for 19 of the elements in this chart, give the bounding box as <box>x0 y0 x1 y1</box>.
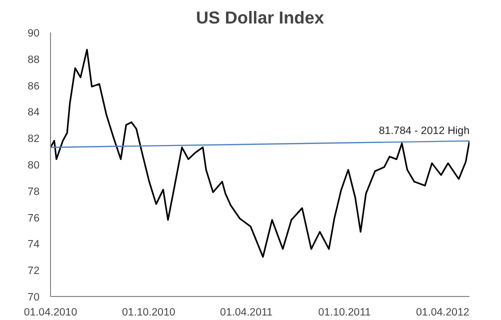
annotation: 81.784 - 2012 High <box>378 124 470 137</box>
y-tick-label: 86 <box>28 80 40 92</box>
x-tick-label: 01.04.2012 <box>416 306 470 318</box>
x-tick-label: 01.10.2011 <box>318 306 371 318</box>
y-tick-label: 76 <box>28 212 40 224</box>
y-tick-label: 90 <box>28 28 40 40</box>
y-tick-label: 82 <box>28 133 40 146</box>
chart-title: US Dollar Index <box>196 8 324 28</box>
y-tick-label: 70 <box>28 292 40 304</box>
y-tick-label: 74 <box>28 238 40 251</box>
y-tick-label: 78 <box>28 186 40 198</box>
x-tick-label: 01.04.2011 <box>220 306 273 318</box>
line-series <box>50 48 470 258</box>
x-tick-label: 01.04.2010 <box>24 306 78 318</box>
y-tick-label: 84 <box>28 106 40 119</box>
y-tick-label: 72 <box>28 265 40 278</box>
y-tick-label: 88 <box>28 54 40 66</box>
x-tick-label: 01.10.2010 <box>122 306 176 318</box>
y-tick-label: 80 <box>28 160 40 172</box>
